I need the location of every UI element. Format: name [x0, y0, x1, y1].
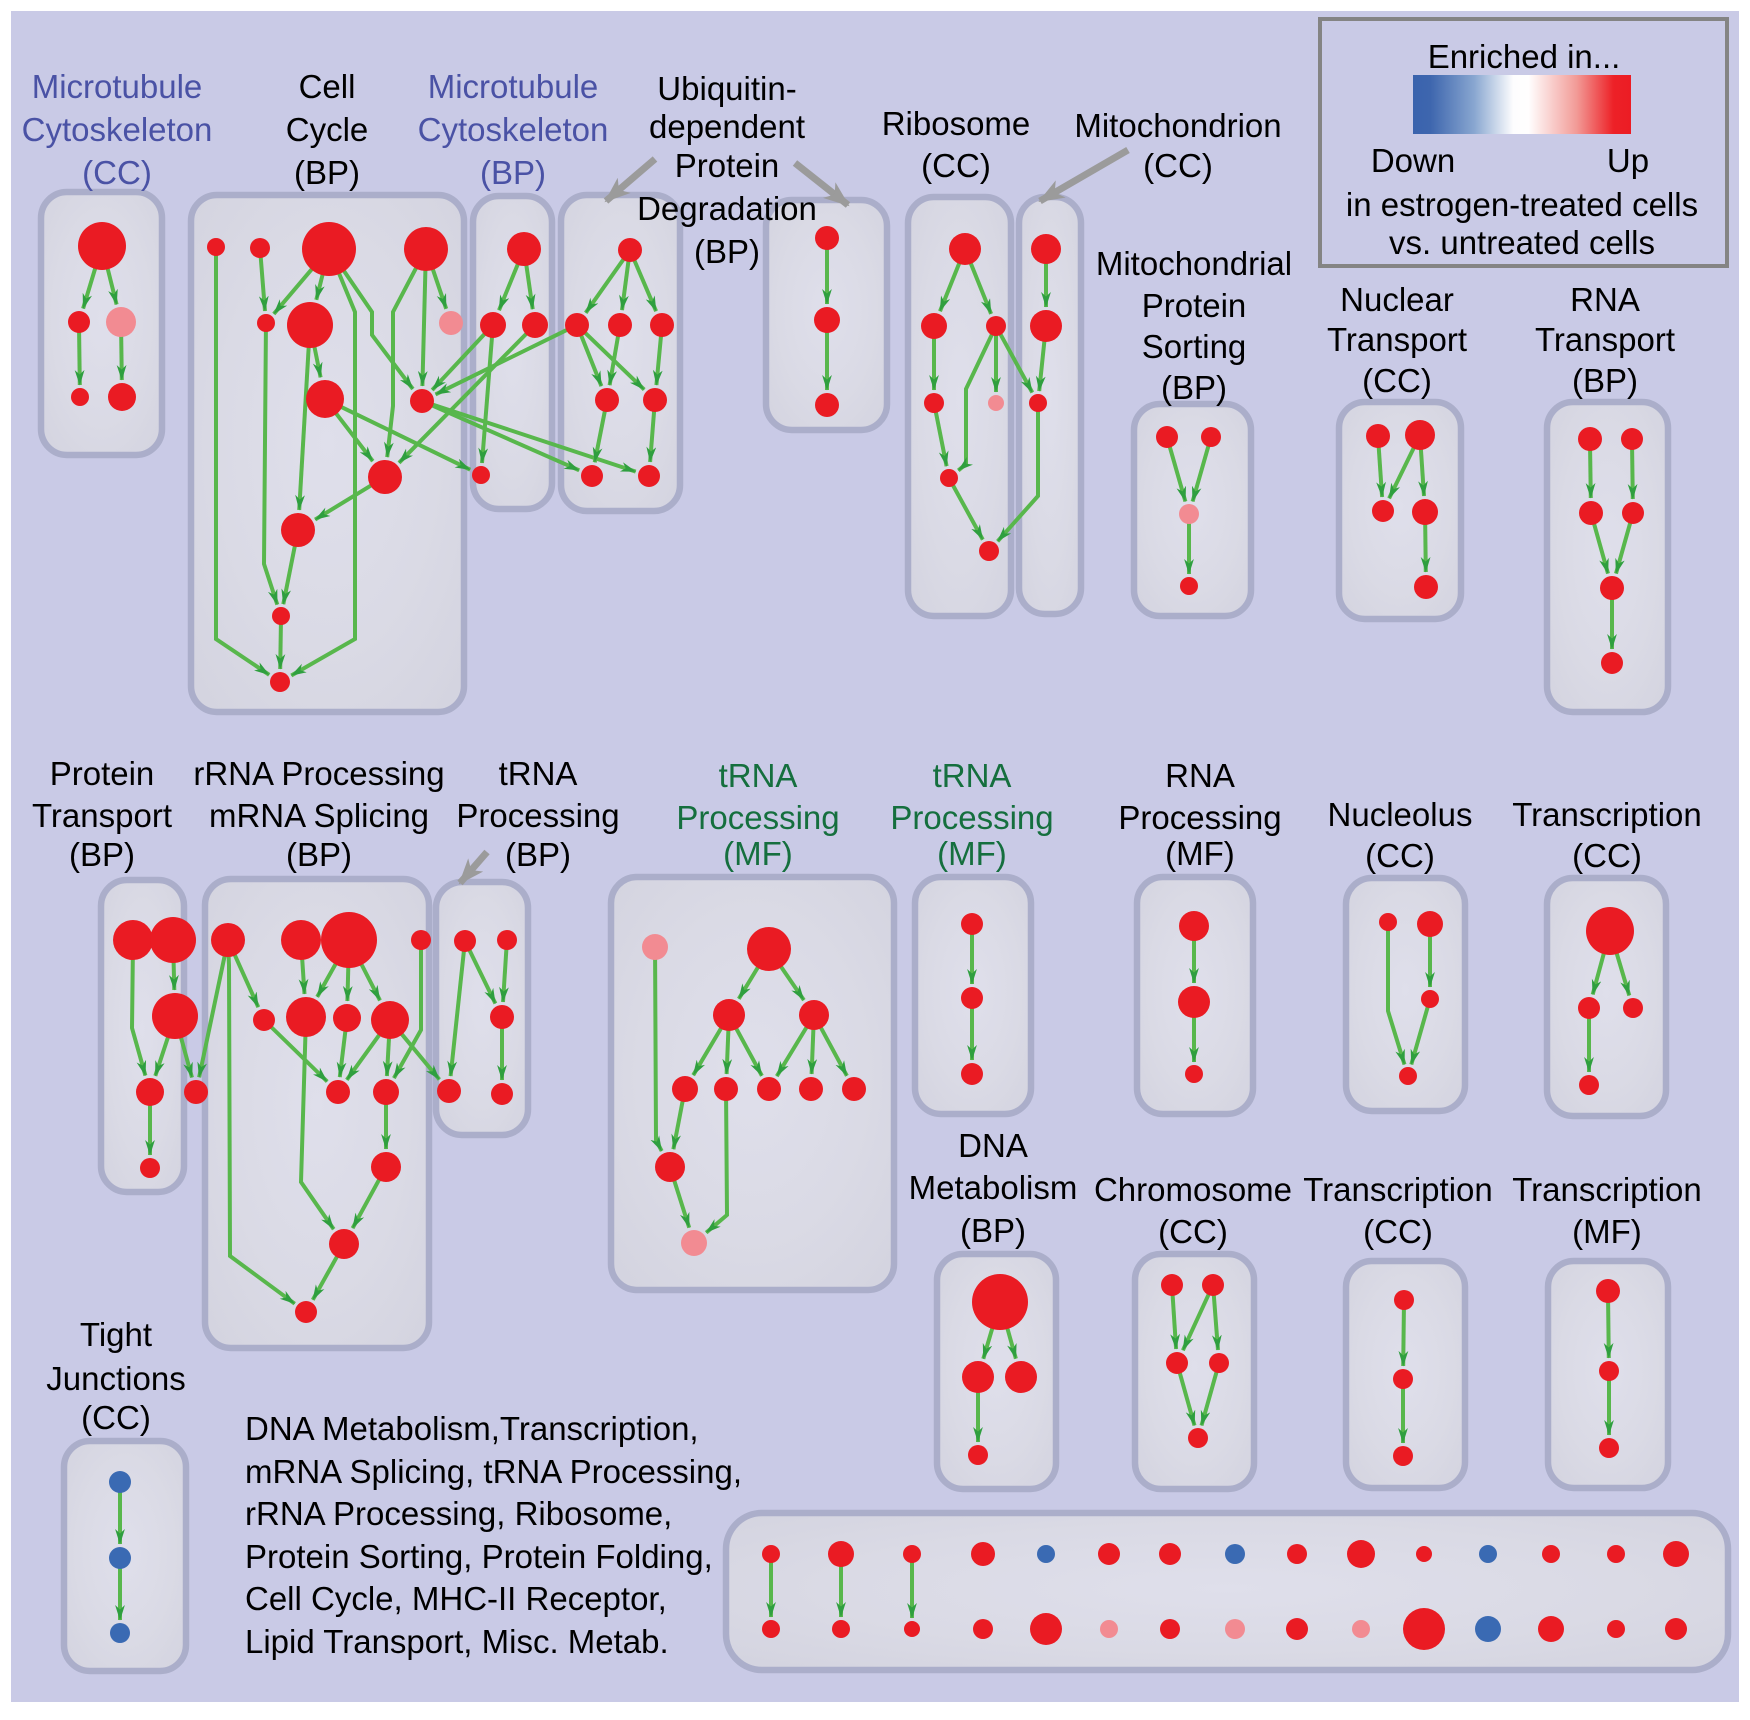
svg-text:Lipid Transport, Misc. Metab.: Lipid Transport, Misc. Metab.: [245, 1623, 669, 1660]
svg-text:in estrogen-treated cells: in estrogen-treated cells: [1346, 186, 1698, 223]
svg-text:(BP): (BP): [294, 154, 360, 191]
svg-text:(BP): (BP): [1572, 362, 1638, 399]
svg-text:Processing: Processing: [676, 799, 839, 836]
svg-text:Degradation: Degradation: [637, 190, 817, 227]
svg-text:mRNA Splicing, tRNA Processing: mRNA Splicing, tRNA Processing,: [245, 1453, 742, 1490]
svg-text:Cell: Cell: [299, 68, 356, 105]
svg-text:(BP): (BP): [960, 1212, 1026, 1249]
svg-text:Transcription: Transcription: [1303, 1171, 1493, 1208]
svg-text:Mitochondrial: Mitochondrial: [1096, 245, 1292, 282]
svg-text:Transport: Transport: [1327, 321, 1467, 358]
svg-text:(MF): (MF): [1165, 835, 1235, 872]
svg-text:Metabolism: Metabolism: [909, 1169, 1078, 1206]
svg-text:Transcription: Transcription: [1512, 796, 1702, 833]
svg-text:Microtubule: Microtubule: [32, 68, 203, 105]
svg-text:dependent: dependent: [649, 108, 805, 145]
svg-text:(CC): (CC): [1143, 147, 1213, 184]
svg-text:(MF): (MF): [1572, 1213, 1642, 1250]
svg-text:Protein: Protein: [1142, 287, 1247, 324]
svg-text:Protein Sorting, Protein Foldi: Protein Sorting, Protein Folding,: [245, 1538, 713, 1575]
svg-text:RNA: RNA: [1570, 281, 1640, 318]
svg-text:Processing: Processing: [1118, 799, 1281, 836]
svg-text:Microtubule: Microtubule: [428, 68, 599, 105]
svg-text:Tight: Tight: [80, 1316, 152, 1353]
svg-text:Nucleolus: Nucleolus: [1328, 796, 1473, 833]
svg-text:Chromosome: Chromosome: [1094, 1171, 1292, 1208]
svg-text:Down: Down: [1371, 142, 1455, 179]
svg-text:DNA: DNA: [958, 1127, 1028, 1164]
svg-text:Ribosome: Ribosome: [882, 105, 1031, 142]
svg-text:(CC): (CC): [921, 147, 991, 184]
svg-text:(BP): (BP): [505, 836, 571, 873]
svg-text:(CC): (CC): [81, 1399, 151, 1436]
svg-text:(MF): (MF): [723, 835, 793, 872]
svg-text:Transport: Transport: [1535, 321, 1675, 358]
svg-text:(CC): (CC): [1158, 1213, 1228, 1250]
svg-text:Transport: Transport: [32, 797, 172, 834]
svg-text:(BP): (BP): [480, 154, 546, 191]
svg-text:Junctions: Junctions: [46, 1360, 185, 1397]
svg-text:(CC): (CC): [1363, 1213, 1433, 1250]
svg-text:(CC): (CC): [82, 154, 152, 191]
svg-text:DNA Metabolism,Transcription,: DNA Metabolism,Transcription,: [245, 1410, 699, 1447]
svg-text:(BP): (BP): [286, 836, 352, 873]
svg-text:Protein: Protein: [50, 755, 155, 792]
svg-text:(MF): (MF): [937, 835, 1007, 872]
svg-text:(CC): (CC): [1572, 837, 1642, 874]
svg-text:Cytoskeleton: Cytoskeleton: [418, 111, 609, 148]
svg-text:Cycle: Cycle: [286, 111, 369, 148]
svg-text:Sorting: Sorting: [1142, 328, 1247, 365]
svg-text:(CC): (CC): [1365, 837, 1435, 874]
svg-text:vs. untreated cells: vs. untreated cells: [1389, 224, 1655, 261]
svg-text:tRNA: tRNA: [933, 757, 1012, 794]
svg-text:Processing: Processing: [890, 799, 1053, 836]
svg-text:mRNA Splicing: mRNA Splicing: [209, 797, 429, 834]
svg-text:Cell Cycle, MHC-II Receptor,: Cell Cycle, MHC-II Receptor,: [245, 1580, 667, 1617]
svg-text:Nuclear: Nuclear: [1340, 281, 1454, 318]
svg-text:(CC): (CC): [1362, 362, 1432, 399]
svg-text:Ubiquitin-: Ubiquitin-: [657, 70, 796, 107]
svg-text:Cytoskeleton: Cytoskeleton: [22, 111, 213, 148]
svg-text:tRNA: tRNA: [499, 755, 578, 792]
svg-text:(BP): (BP): [694, 233, 760, 270]
svg-text:tRNA: tRNA: [719, 757, 798, 794]
svg-text:Transcription: Transcription: [1512, 1171, 1702, 1208]
svg-text:Enriched in...: Enriched in...: [1428, 38, 1621, 75]
svg-text:rRNA Processing: rRNA Processing: [193, 755, 444, 792]
svg-text:Processing: Processing: [456, 797, 619, 834]
svg-text:RNA: RNA: [1165, 757, 1235, 794]
svg-text:Up: Up: [1607, 142, 1649, 179]
svg-text:(BP): (BP): [69, 836, 135, 873]
svg-text:(BP): (BP): [1161, 369, 1227, 406]
svg-text:rRNA Processing, Ribosome,: rRNA Processing, Ribosome,: [245, 1495, 672, 1532]
svg-text:Protein: Protein: [675, 147, 780, 184]
svg-text:Mitochondrion: Mitochondrion: [1074, 107, 1281, 144]
